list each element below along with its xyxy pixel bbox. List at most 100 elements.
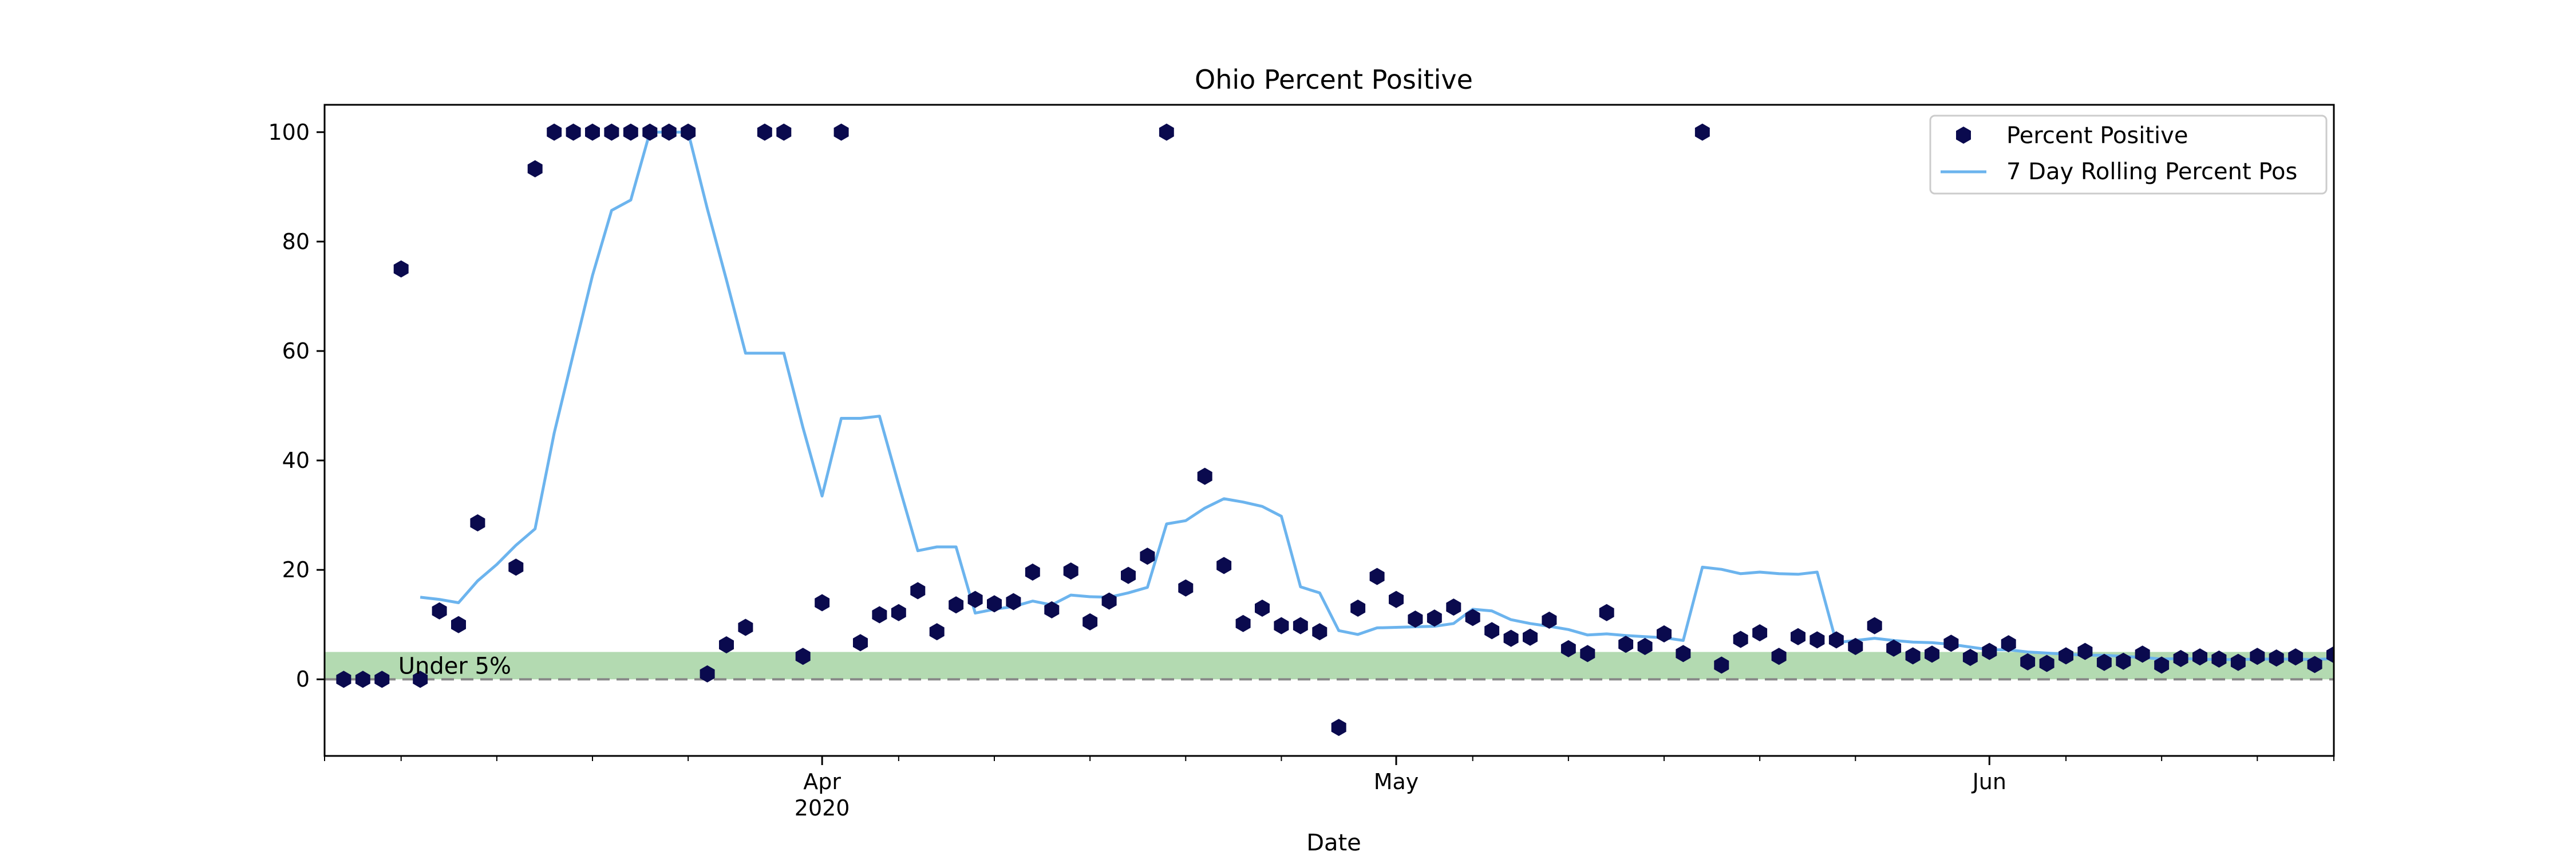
data-point bbox=[1580, 645, 1595, 663]
data-point bbox=[470, 514, 485, 531]
legend-box bbox=[1929, 115, 2328, 195]
data-point bbox=[987, 595, 1002, 613]
data-point bbox=[738, 618, 753, 636]
data-point bbox=[508, 558, 524, 576]
data-point bbox=[1905, 647, 1921, 665]
legend-marker-percent-positive bbox=[1956, 127, 1971, 144]
data-point bbox=[1293, 617, 1308, 635]
data-point bbox=[1178, 579, 1194, 597]
data-point bbox=[1618, 636, 1634, 653]
data-point bbox=[1025, 564, 1040, 581]
data-point bbox=[2001, 635, 2016, 653]
data-point bbox=[2116, 652, 2131, 670]
data-point bbox=[1063, 562, 1078, 580]
data-point bbox=[1599, 604, 1614, 621]
legend-label-percent-positive: Percent Positive bbox=[2006, 123, 2188, 149]
data-point bbox=[1523, 628, 1538, 646]
data-point bbox=[1101, 592, 1117, 610]
data-point bbox=[1809, 631, 1825, 649]
data-point bbox=[642, 123, 658, 141]
data-point bbox=[1312, 623, 1327, 641]
rolling-average-line bbox=[420, 131, 2334, 661]
data-point bbox=[451, 616, 466, 633]
percent-positive-points bbox=[336, 123, 2334, 736]
y-tick-label: 60 bbox=[282, 338, 310, 364]
data-point bbox=[1828, 631, 1844, 649]
data-point bbox=[2154, 656, 2170, 674]
data-point bbox=[1235, 614, 1251, 632]
data-point bbox=[1197, 467, 1212, 485]
plot-frame bbox=[323, 104, 2335, 757]
data-point bbox=[700, 665, 715, 683]
data-point bbox=[2020, 653, 2036, 671]
data-point bbox=[1082, 613, 1098, 631]
data-point bbox=[566, 123, 581, 141]
data-point bbox=[949, 596, 964, 614]
data-point bbox=[967, 590, 983, 608]
y-tick-label: 0 bbox=[296, 667, 310, 692]
data-point bbox=[1427, 609, 1442, 627]
data-point bbox=[1484, 622, 1500, 640]
legend: Percent Positive 7 Day Rolling Percent P… bbox=[1929, 115, 2328, 195]
data-point bbox=[1560, 640, 1576, 657]
data-point bbox=[776, 123, 792, 141]
data-point bbox=[1657, 625, 1672, 643]
data-point bbox=[2192, 648, 2207, 666]
data-point bbox=[1369, 568, 1385, 585]
data-point bbox=[891, 604, 906, 621]
data-point bbox=[604, 123, 619, 141]
data-point bbox=[1542, 612, 1557, 629]
data-point bbox=[374, 671, 390, 688]
x-tick-label: May bbox=[1374, 769, 1419, 794]
data-point bbox=[1331, 719, 1346, 736]
data-point bbox=[1350, 600, 1366, 617]
data-point bbox=[2039, 655, 2055, 672]
data-point bbox=[681, 123, 696, 141]
data-point bbox=[2326, 646, 2334, 664]
data-point bbox=[623, 123, 638, 141]
data-point bbox=[1943, 635, 1959, 652]
data-point bbox=[2230, 653, 2246, 671]
data-point bbox=[1714, 656, 1729, 674]
data-point bbox=[795, 648, 811, 665]
data-point bbox=[1925, 645, 1939, 663]
data-point bbox=[1006, 593, 1021, 610]
data-point bbox=[527, 160, 543, 178]
data-point bbox=[1791, 628, 1805, 645]
data-point bbox=[1982, 643, 1997, 660]
data-point bbox=[1140, 547, 1155, 565]
data-point bbox=[1121, 566, 1136, 584]
data-point bbox=[2059, 647, 2073, 665]
data-point bbox=[1886, 639, 1902, 657]
data-point bbox=[1962, 649, 1978, 666]
data-point bbox=[1389, 590, 1404, 608]
data-point bbox=[1637, 637, 1653, 655]
data-point bbox=[1446, 598, 1461, 616]
data-point bbox=[929, 623, 945, 641]
data-point bbox=[1733, 631, 1748, 648]
data-point bbox=[757, 123, 772, 141]
chart-title: Ohio Percent Positive bbox=[1195, 64, 1473, 95]
data-point bbox=[393, 260, 409, 278]
y-tick-label: 40 bbox=[282, 448, 310, 473]
data-point bbox=[910, 582, 926, 600]
data-point bbox=[2077, 643, 2093, 660]
data-point bbox=[432, 602, 447, 620]
data-point bbox=[2135, 645, 2150, 663]
data-point bbox=[661, 123, 677, 141]
data-point bbox=[2269, 649, 2284, 667]
data-point bbox=[1771, 648, 1787, 665]
x-tick-sublabel: 2020 bbox=[795, 795, 850, 821]
under-5-band bbox=[325, 652, 2334, 680]
data-point bbox=[1216, 557, 1232, 574]
data-point bbox=[2096, 653, 2112, 671]
data-point bbox=[1694, 123, 1710, 141]
data-point bbox=[2307, 656, 2322, 673]
data-point bbox=[1159, 123, 1174, 141]
data-point bbox=[815, 594, 830, 612]
y-tick-label: 20 bbox=[282, 557, 310, 582]
y-tick-label: 80 bbox=[282, 229, 310, 254]
data-point bbox=[1408, 610, 1423, 628]
data-point bbox=[1867, 617, 1882, 635]
